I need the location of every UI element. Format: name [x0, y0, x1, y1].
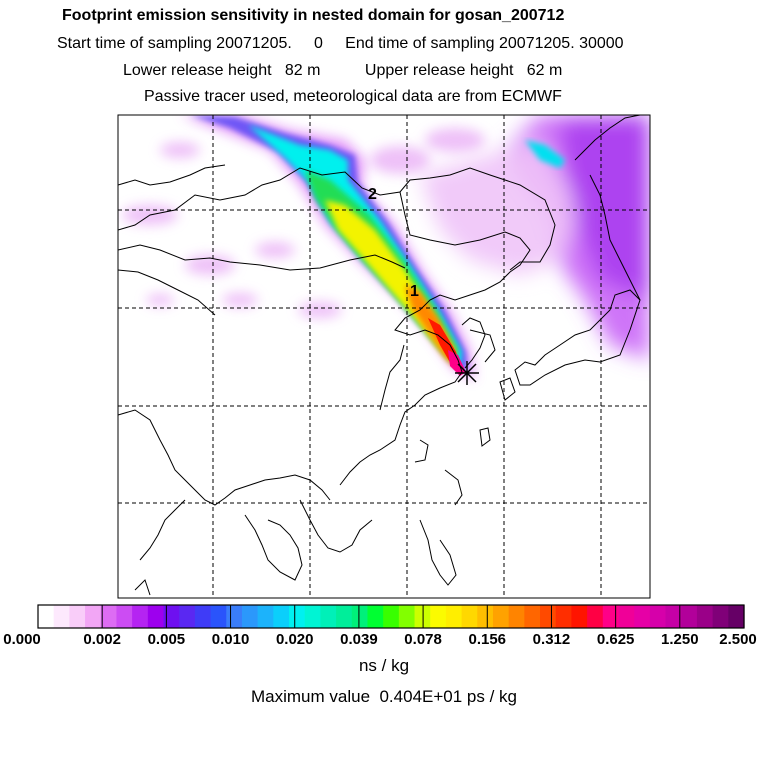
- colorbar-segment: [257, 605, 274, 628]
- colorbar-segment: [210, 605, 227, 628]
- colorbar-segments: [38, 605, 745, 628]
- colorbar-segment: [367, 605, 384, 628]
- colorbar-segment: [540, 605, 557, 628]
- colorbar-segment: [38, 605, 55, 628]
- colorbar-tick-label: 0.005: [147, 631, 186, 648]
- colorbar-segment: [634, 605, 651, 628]
- colorbar-segment: [618, 605, 635, 628]
- colorbar-segment: [241, 605, 259, 628]
- colorbar-tick-label: 0.156: [468, 631, 507, 648]
- colorbar-segment: [398, 605, 416, 628]
- colorbar-tick-label: 0.002: [83, 631, 121, 648]
- colorbar-tick-label: 1.250: [661, 631, 699, 648]
- map-title: Footprint emission sensitivity in nested…: [62, 7, 565, 24]
- colorbar-segment: [477, 605, 494, 628]
- colorbar-segment: [100, 605, 118, 628]
- colorbar-tick-label: 0.020: [275, 631, 314, 648]
- colorbar-segment: [587, 605, 604, 628]
- track-label-1: 1: [410, 283, 419, 300]
- colorbar-segment: [383, 605, 400, 628]
- colorbar-segment: [649, 605, 667, 628]
- colorbar-segment: [351, 605, 369, 628]
- colorbar-segment: [602, 605, 620, 628]
- colorbar-segment: [226, 605, 243, 628]
- colorbar-segment: [69, 605, 86, 628]
- lat-lon-grid: [118, 115, 650, 598]
- colorbar-tick-label: 0.625: [596, 631, 635, 648]
- colorbar-units: ns / kg: [358, 656, 410, 675]
- colorbar-segment: [179, 605, 196, 628]
- sampling-time-line: Start time of sampling 20071205. 0 End t…: [57, 35, 624, 52]
- colorbar-segment: [681, 605, 698, 628]
- colorbar-dividers: [101, 605, 681, 628]
- colorbar-segment: [461, 605, 478, 628]
- colorbar-segment: [304, 605, 321, 628]
- colorbar-tick-label: 0.078: [404, 631, 442, 648]
- plume-field: [180, 115, 565, 380]
- colorbar-segment: [320, 605, 337, 628]
- colorbar-segment: [728, 605, 745, 628]
- colorbar-segment: [524, 605, 541, 628]
- colorbar-segment: [163, 605, 180, 628]
- colorbar-segment: [289, 605, 306, 628]
- colorbar-segment: [85, 605, 102, 628]
- colorbar-segment: [712, 605, 729, 628]
- coastlines-borders: [118, 115, 641, 596]
- tracer-info-line: Passive tracer used, meteorological data…: [144, 88, 562, 105]
- receptor-star-icon: [455, 361, 479, 385]
- colorbar-segment: [555, 605, 573, 628]
- colorbar-segment: [132, 605, 149, 628]
- track-label-2: 2: [368, 186, 377, 203]
- colorbar-segment: [53, 605, 70, 628]
- colorbar-segment: [445, 605, 463, 628]
- colorbar-segment: [336, 605, 353, 628]
- colorbar-segment: [194, 605, 212, 628]
- colorbar-tick-label: 0.010: [211, 631, 250, 648]
- map-frame: [117, 114, 651, 599]
- colorbar-segment: [508, 605, 525, 628]
- colorbar-segment: [430, 605, 447, 628]
- release-height-line: Lower release height 82 m Upper release …: [123, 62, 563, 79]
- colorbar-segment: [665, 605, 682, 628]
- colorbar-segment: [273, 605, 290, 628]
- colorbar-tick-label: 2.500: [719, 631, 757, 648]
- colorbar-segment: [147, 605, 165, 628]
- colorbar-tick-label: 0.000: [3, 631, 41, 648]
- maximum-value-label: Maximum value 0.404E+01 ps / kg: [251, 687, 517, 706]
- colorbar-tick-label: 0.039: [340, 631, 378, 648]
- colorbar-segment: [696, 605, 714, 628]
- colorbar-segment: [571, 605, 588, 628]
- colorbar-frame: [37, 604, 745, 629]
- colorbar-tick-label: 0.312: [532, 631, 571, 648]
- colorbar-segment: [116, 605, 133, 628]
- colorbar-segment: [492, 605, 510, 628]
